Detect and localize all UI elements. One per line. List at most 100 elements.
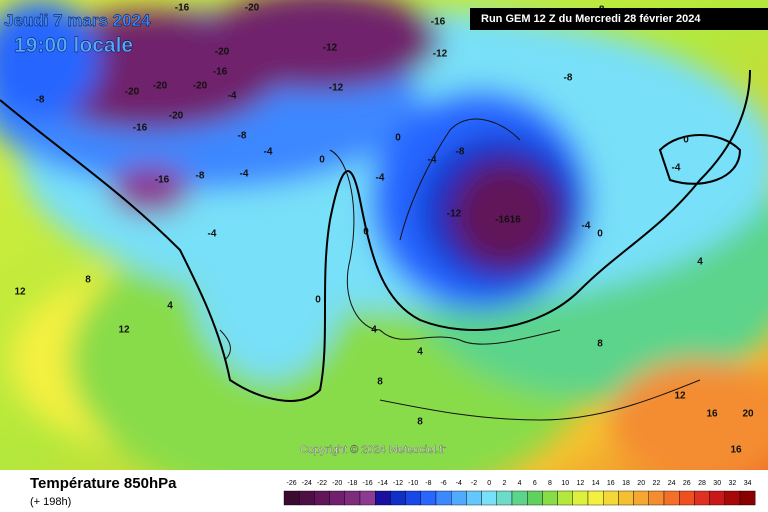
scale-label: 24 <box>668 480 676 487</box>
contour-label: -8 <box>238 131 247 142</box>
scale-swatch <box>618 490 634 506</box>
scale-label: -8 <box>425 480 431 487</box>
scale-label: 10 <box>561 480 569 487</box>
scale-label: -26 <box>287 480 297 487</box>
contour-label: 0 <box>363 227 369 238</box>
contour-label: 12 <box>674 391 686 402</box>
contour-label: -20 <box>193 81 208 92</box>
scale-label: -14 <box>378 480 388 487</box>
scale-swatch <box>739 490 756 506</box>
scale-label: -2 <box>471 480 477 487</box>
scale-label: 0 <box>487 480 491 487</box>
scale-swatch <box>603 490 619 506</box>
contour-label: 4 <box>697 257 703 268</box>
contour-label: -16 <box>431 17 446 28</box>
scale-label: 26 <box>683 480 691 487</box>
scale-swatch <box>694 490 710 506</box>
scale-swatch <box>587 490 604 506</box>
contour-label: -4 <box>672 163 681 174</box>
scale-swatch <box>542 490 558 506</box>
contour-label: -4 <box>376 173 385 184</box>
scale-label: 4 <box>518 480 522 487</box>
contour-label: -4 <box>228 91 237 102</box>
run-info: Run GEM 12 Z du Mercredi 28 février 2024 <box>481 13 701 25</box>
contour-label: -20 <box>153 81 168 92</box>
contour-label: 8 <box>377 377 383 388</box>
contour-label: 0 <box>395 133 401 144</box>
scale-swatch <box>572 490 589 506</box>
contour-label: 8 <box>417 417 423 428</box>
contour-label: 8 <box>85 275 91 286</box>
scale-label: -12 <box>393 480 403 487</box>
scale-swatch <box>663 490 680 506</box>
scale-swatch <box>390 490 406 506</box>
scale-label: -22 <box>317 480 327 487</box>
contour-label: -20 <box>125 87 140 98</box>
contour-label: -12 <box>323 43 338 54</box>
scale-label: 14 <box>592 480 600 487</box>
scale-label: 30 <box>713 480 721 487</box>
scale-label: 22 <box>653 480 661 487</box>
scale-swatch <box>466 490 482 506</box>
contour-label: -16 <box>133 123 148 134</box>
contour-label: 12 <box>118 325 130 336</box>
contour-label: 0 <box>319 155 325 166</box>
scale-swatch <box>496 490 513 506</box>
scale-swatch <box>481 490 498 506</box>
scale-label: 34 <box>744 480 752 487</box>
contour-label: -16 <box>175 3 190 14</box>
scale-label: 12 <box>577 480 585 487</box>
contour-label: -4 <box>428 155 437 166</box>
scale-swatch <box>679 490 695 506</box>
contour-label: -8 <box>196 171 205 182</box>
copyright: Copyright © 2024 Meteociel.fr <box>300 444 446 456</box>
scale-swatch <box>451 490 467 506</box>
scale-swatch <box>709 490 725 506</box>
contour-label: 4 <box>371 325 377 336</box>
contour-label: 20 <box>742 409 754 420</box>
contour-label: -4 <box>582 221 591 232</box>
contour-label: -4 <box>240 169 249 180</box>
scale-swatch <box>314 490 330 506</box>
scale-swatch <box>420 490 437 506</box>
scale-swatch <box>511 490 528 506</box>
scale-label: -18 <box>347 480 357 487</box>
contour-label: 0 <box>597 229 603 240</box>
contour-label: 12 <box>14 287 26 298</box>
contour-label: -8 <box>456 147 465 158</box>
scale-swatch <box>435 490 452 506</box>
contour-label: -20 <box>215 47 230 58</box>
contour-label: 4 <box>417 347 423 358</box>
scale-label: -16 <box>363 480 373 487</box>
contour-label: -1616 <box>495 215 521 226</box>
scale-swatch <box>359 490 376 506</box>
contour-label: -8 <box>564 73 573 84</box>
contour-label: -12 <box>329 83 344 94</box>
scale-swatch <box>344 490 361 506</box>
scale-label: 2 <box>502 480 506 487</box>
contour-label: 4 <box>167 301 173 312</box>
contour-label: 0 <box>683 135 689 146</box>
run-banner <box>470 8 768 30</box>
scale-label: 32 <box>729 480 737 487</box>
contour-label: -8 <box>36 95 45 106</box>
contour-label: 16 <box>730 445 742 456</box>
scale-swatch <box>375 490 391 506</box>
contour-label: 16 <box>706 409 718 420</box>
scale-label: -20 <box>332 480 342 487</box>
contour-label: -12 <box>447 209 462 220</box>
contour-label: 8 <box>597 339 603 350</box>
contour-label: -4 <box>208 229 217 240</box>
contour-label: -20 <box>169 111 184 122</box>
contour-label: -20 <box>245 3 260 14</box>
scale-swatch <box>557 490 573 506</box>
scale-swatch <box>405 490 422 506</box>
scale-swatch <box>299 490 315 506</box>
zero-isotherm <box>0 69 751 402</box>
footer-title: Température 850hPa <box>30 475 177 492</box>
scale-label: -24 <box>302 480 312 487</box>
contour-label: -16 <box>213 67 228 78</box>
contour-label: -16 <box>155 175 170 186</box>
